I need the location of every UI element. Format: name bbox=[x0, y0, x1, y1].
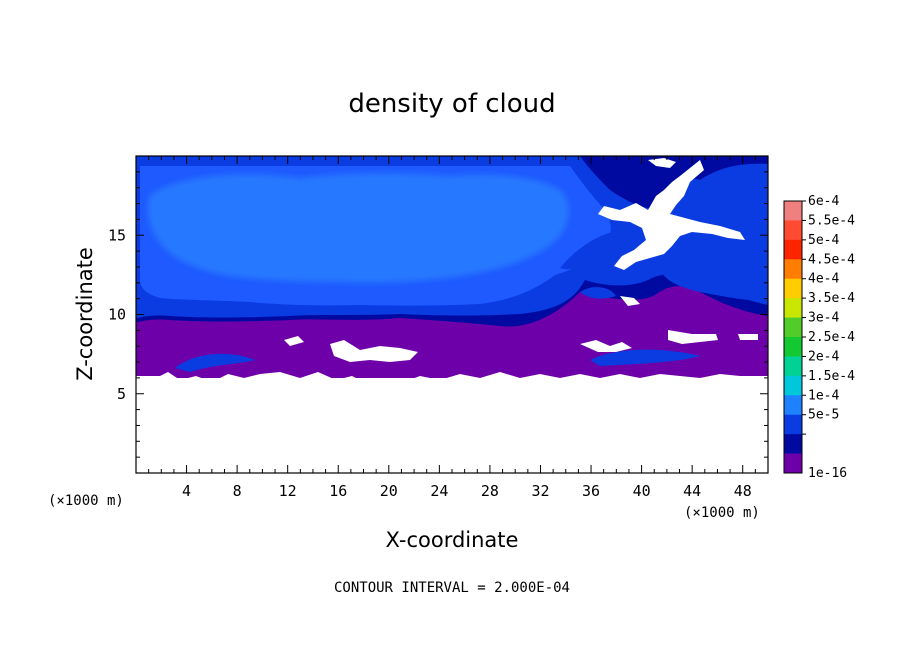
colorbar-label: 3.5e-4 bbox=[808, 291, 855, 306]
no-cloud-gaps bbox=[284, 158, 758, 362]
x-tick-label: 36 bbox=[582, 482, 600, 500]
colorbar-swatch bbox=[784, 220, 802, 241]
colorbar-swatch bbox=[784, 278, 802, 299]
y-tick-label: 10 bbox=[108, 306, 126, 324]
colorbar-label: 4.5e-4 bbox=[808, 252, 855, 267]
y-axis-title: Z-coordinate bbox=[73, 247, 97, 381]
cloud-right-lobe-upper bbox=[699, 168, 768, 240]
contour-interval-note: CONTOUR INTERVAL = 2.000E-04 bbox=[334, 580, 570, 596]
colorbar-swatch bbox=[784, 317, 802, 338]
colorbar-swatch bbox=[784, 356, 802, 377]
gap-upper-right bbox=[598, 160, 745, 270]
gap-mid-right bbox=[668, 330, 718, 344]
cloud-wisp-right bbox=[590, 349, 700, 366]
colorbar-label: 1e-4 bbox=[808, 388, 839, 403]
colorbar-swatch bbox=[784, 298, 802, 319]
y-tick-label: 5 bbox=[117, 385, 126, 403]
colorbar-swatch bbox=[784, 434, 802, 455]
x-tick-label: 16 bbox=[329, 482, 347, 500]
x-tick-label: 24 bbox=[430, 482, 448, 500]
colorbar-label: 4e-4 bbox=[808, 272, 839, 287]
x-tick-label: 44 bbox=[683, 482, 701, 500]
cloud-right-lobe-lower bbox=[660, 252, 768, 301]
colorbar-label: 5.5e-4 bbox=[808, 213, 855, 228]
colorbar-swatch bbox=[784, 337, 802, 357]
gap-mid2 bbox=[580, 340, 632, 352]
x-tick-label: 32 bbox=[531, 482, 549, 500]
cloud-small-patch bbox=[580, 287, 616, 299]
y-axis: 5 10 15 bbox=[108, 171, 768, 458]
x-axis: 4 8 12 16 20 24 28 32 36 40 44 48 bbox=[148, 156, 756, 500]
colorbar-swatch bbox=[784, 395, 802, 416]
gap-top-slit bbox=[648, 158, 676, 168]
no-cloud-lower-region bbox=[136, 372, 768, 473]
colorbar-swatch bbox=[784, 375, 802, 396]
colorbar-label: 1e-16 bbox=[808, 466, 847, 481]
gap-right-dash bbox=[738, 334, 758, 340]
x-tick-label: 12 bbox=[279, 482, 297, 500]
y-tick-label: 15 bbox=[108, 226, 126, 244]
cloud-upper-left-streak bbox=[560, 229, 662, 270]
x-unit-label: (×1000 m) bbox=[684, 505, 760, 521]
colorbar-label: 6e-4 bbox=[808, 194, 839, 209]
colorbar: 6e-4 5.5e-4 5e-4 4.5e-4 4e-4 3.5e-4 3e-4 2.5e-4… bbox=[783, 194, 855, 481]
y-unit-label: (×1000 m) bbox=[48, 493, 124, 509]
colorbar-label: 5e-4 bbox=[808, 233, 839, 248]
colorbar-swatch bbox=[784, 239, 802, 260]
colorbar-swatch bbox=[784, 201, 802, 221]
cloud-core bbox=[148, 173, 569, 283]
colorbar-swatch bbox=[784, 453, 802, 474]
colorbar-label: 5e-5 bbox=[808, 408, 839, 423]
colorbar-swatch bbox=[784, 414, 802, 435]
plot-area bbox=[136, 156, 768, 473]
x-tick-label: 48 bbox=[734, 482, 752, 500]
x-tick-label: 4 bbox=[182, 482, 191, 500]
colorbar-label: 3e-4 bbox=[808, 311, 839, 326]
x-tick-label: 20 bbox=[380, 482, 398, 500]
x-tick-label: 28 bbox=[481, 482, 499, 500]
colorbar-label: 1.5e-4 bbox=[808, 369, 855, 384]
cloud-wisp-left bbox=[175, 353, 255, 372]
chart-title: density of cloud bbox=[348, 89, 555, 119]
x-tick-label: 40 bbox=[633, 482, 651, 500]
x-tick-label: 8 bbox=[233, 482, 242, 500]
x-axis-title: X-coordinate bbox=[386, 528, 519, 552]
gap-right-slit bbox=[620, 296, 640, 306]
colorbar-label: 2e-4 bbox=[808, 349, 839, 364]
gap-left bbox=[284, 336, 304, 346]
colorbar-swatch bbox=[784, 259, 802, 280]
colorbar-label: 2.5e-4 bbox=[808, 330, 855, 345]
gap-mid bbox=[330, 340, 418, 362]
